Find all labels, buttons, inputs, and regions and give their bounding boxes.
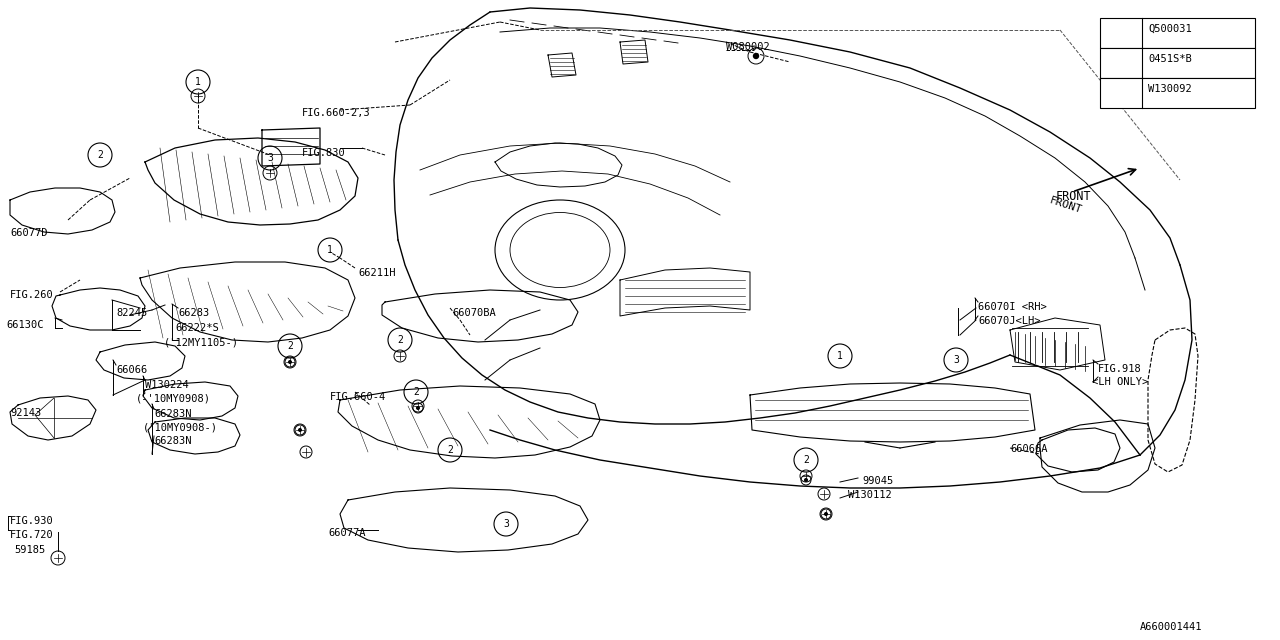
Circle shape (298, 428, 302, 432)
Text: 66070BA: 66070BA (452, 308, 495, 318)
Text: FRONT: FRONT (1056, 190, 1092, 203)
Text: FIG.260: FIG.260 (10, 290, 54, 300)
Text: 66077D: 66077D (10, 228, 47, 238)
Circle shape (753, 53, 759, 60)
Circle shape (416, 406, 420, 410)
Text: 66070J<LH>: 66070J<LH> (978, 316, 1041, 326)
Text: 2: 2 (397, 335, 403, 345)
Text: <LH ONLY>: <LH ONLY> (1092, 377, 1148, 387)
Text: 3: 3 (954, 355, 959, 365)
Text: A660001441: A660001441 (1140, 622, 1202, 632)
Text: FIG.918: FIG.918 (1098, 364, 1142, 374)
Text: W130112: W130112 (849, 490, 892, 500)
Text: 66283N: 66283N (154, 436, 192, 446)
Text: FIG.830: FIG.830 (302, 148, 346, 158)
Text: FIG.930: FIG.930 (10, 516, 54, 526)
Text: 2: 2 (1117, 58, 1124, 68)
Text: 3: 3 (503, 519, 509, 529)
Circle shape (288, 360, 292, 364)
Text: 1: 1 (328, 245, 333, 255)
Text: 66283N: 66283N (154, 409, 192, 419)
Text: 1: 1 (195, 77, 201, 87)
Text: FIG.660-2,3: FIG.660-2,3 (302, 108, 371, 118)
Text: 2: 2 (803, 455, 809, 465)
Text: 66070I <RH>: 66070I <RH> (978, 302, 1047, 312)
Text: 66066: 66066 (116, 365, 147, 375)
Text: 99045: 99045 (861, 476, 893, 486)
Circle shape (804, 478, 808, 482)
Text: 3: 3 (1117, 88, 1124, 98)
Text: ('12MY1105-): ('12MY1105-) (164, 337, 239, 347)
Text: 59185: 59185 (14, 545, 45, 555)
Text: 2: 2 (97, 150, 102, 160)
Text: W080002: W080002 (726, 42, 769, 52)
Text: 2: 2 (287, 341, 293, 351)
Circle shape (824, 512, 828, 516)
Bar (1100, 78, 1254, 108)
Text: W130224: W130224 (145, 380, 188, 390)
Text: 0451S*B: 0451S*B (1148, 54, 1192, 64)
Text: 66283: 66283 (178, 308, 209, 318)
Text: (-'10MY0908): (-'10MY0908) (136, 393, 211, 403)
Text: 2: 2 (447, 445, 453, 455)
Text: ('10MY0908-): ('10MY0908-) (143, 422, 218, 432)
Text: FIG.660-4: FIG.660-4 (330, 392, 387, 402)
Text: 66077A: 66077A (328, 528, 366, 538)
Text: 66211H: 66211H (358, 268, 396, 278)
Text: 92143: 92143 (10, 408, 41, 418)
Text: 82245: 82245 (116, 308, 147, 318)
Text: 2: 2 (413, 387, 419, 397)
Text: W130092: W130092 (1148, 84, 1192, 94)
Text: FIG.720: FIG.720 (10, 530, 54, 540)
Text: 3: 3 (268, 153, 273, 163)
Bar (1100, 18, 1254, 48)
Text: 66222*S: 66222*S (175, 323, 219, 333)
Bar (1100, 48, 1254, 78)
Text: 66066A: 66066A (1010, 444, 1047, 454)
Text: 66130C: 66130C (6, 320, 44, 330)
Text: 1: 1 (837, 351, 844, 361)
Text: 1: 1 (1117, 28, 1124, 38)
Text: FRONT: FRONT (1048, 195, 1083, 215)
Text: Q500031: Q500031 (1148, 24, 1192, 34)
